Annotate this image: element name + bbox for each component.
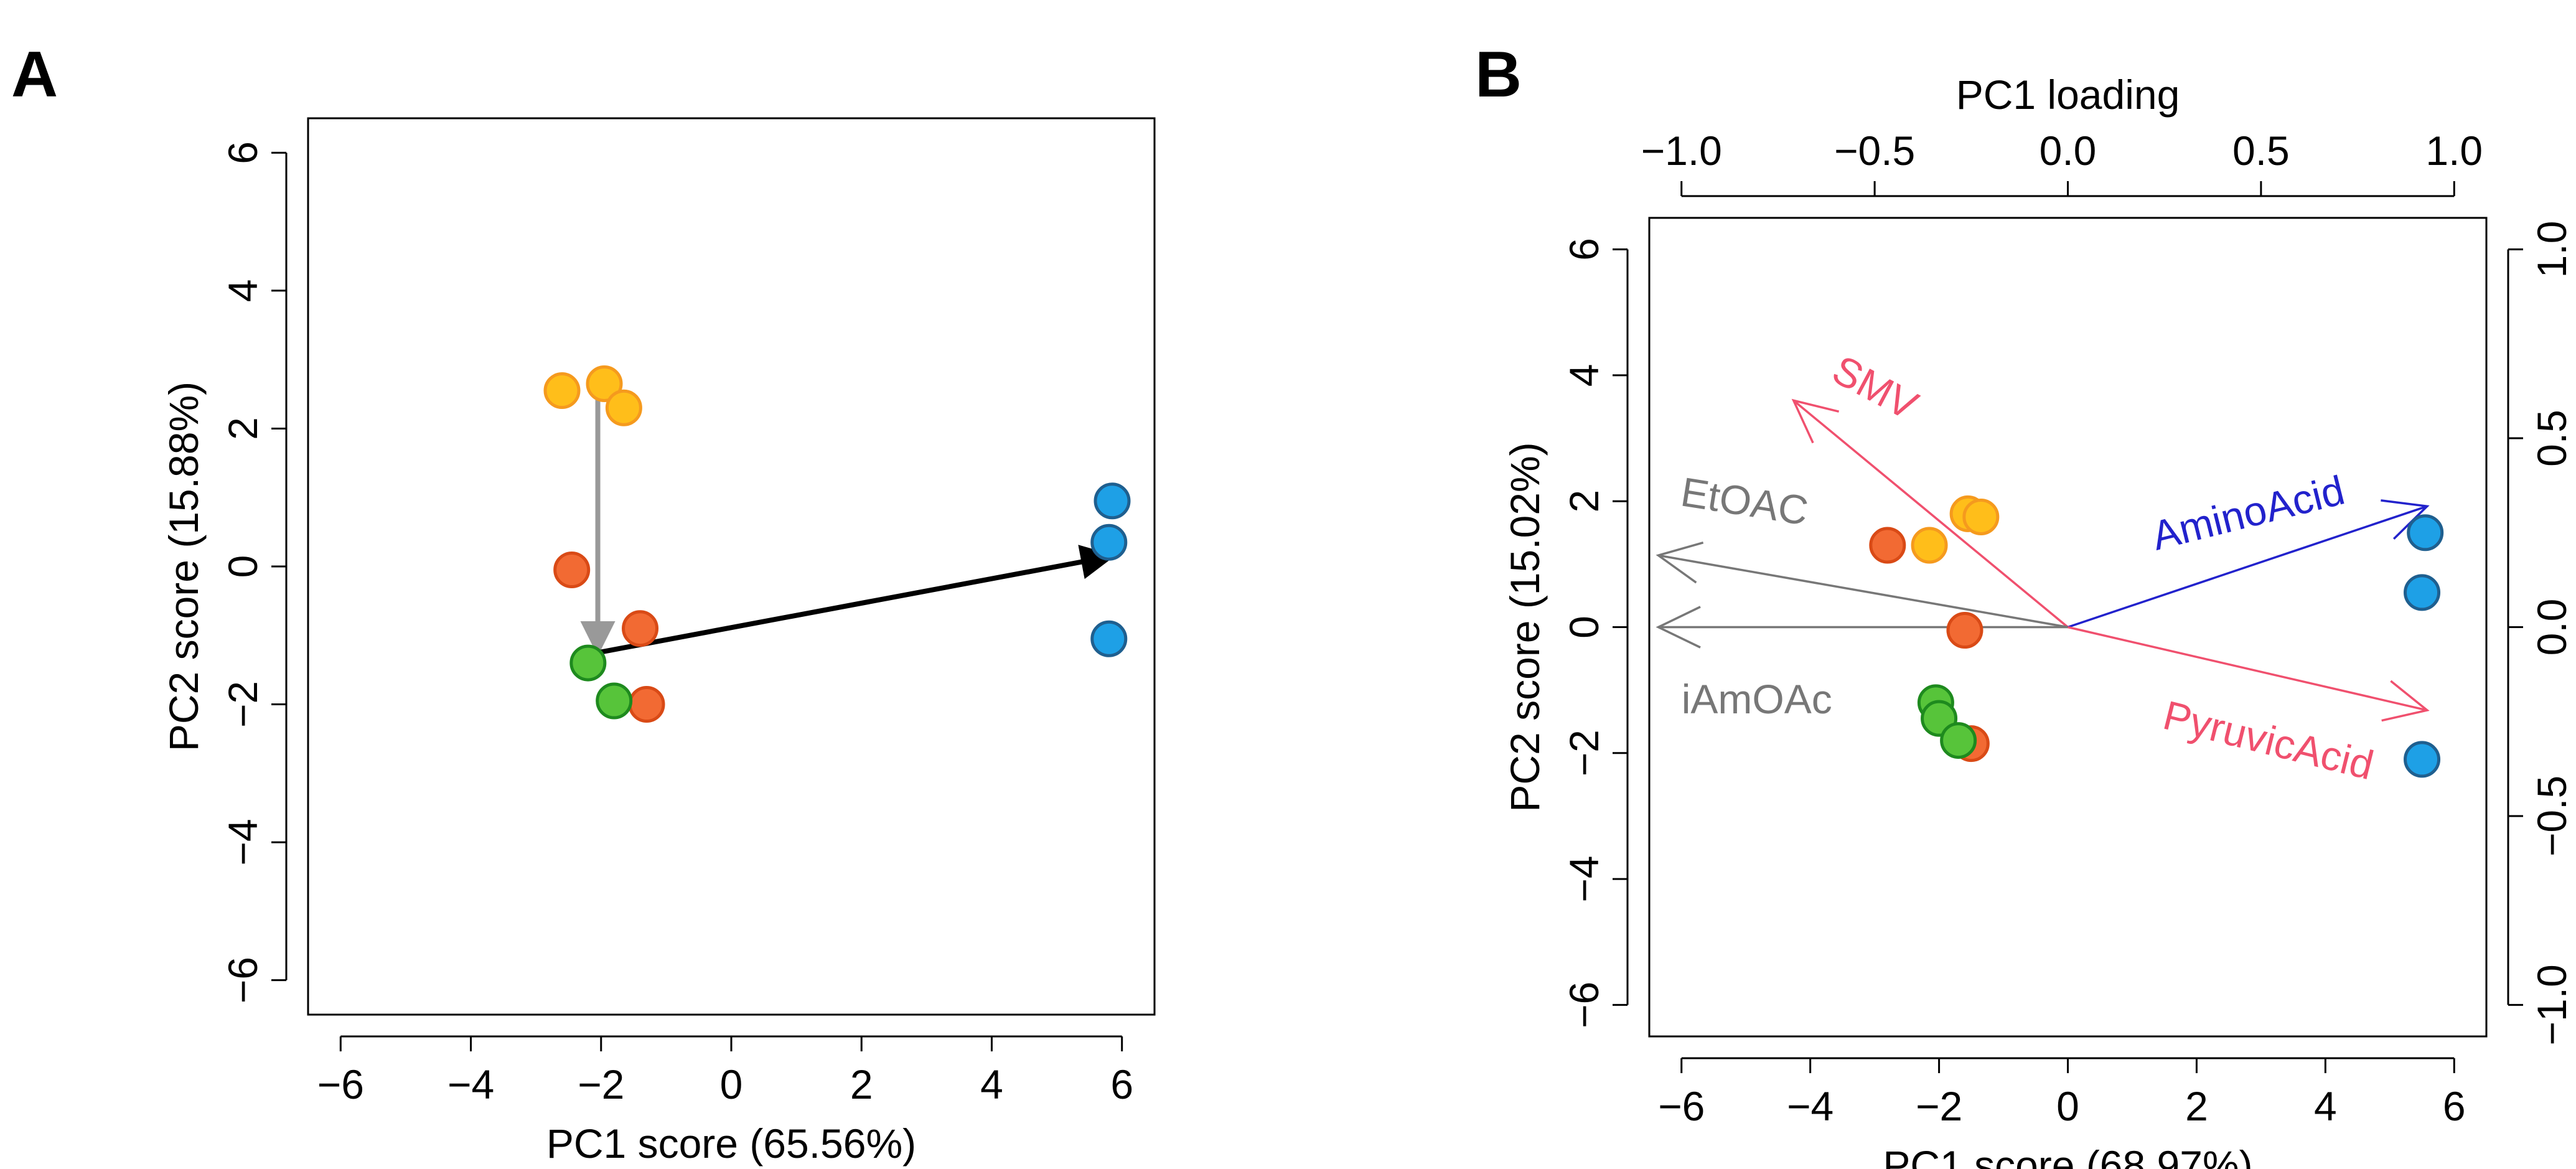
- panel-b-loading-label-pyruvicacid: PyruvicAcid: [2159, 692, 2378, 788]
- panel-b-y-tick-label: 0: [1561, 616, 1607, 639]
- panel-a-point-red: [628, 686, 665, 723]
- panel-b-point-orange: [1911, 527, 1948, 564]
- panel-a-x-axis-title: PC1 score (65.56%): [546, 1120, 916, 1167]
- panel-b-x-tick-label: −4: [1787, 1083, 1834, 1129]
- panel-b-loading-label-smv: SMV: [1825, 346, 1926, 428]
- panel-a-x-tick-label: 2: [850, 1061, 873, 1107]
- panel-a-x-tick-label: −6: [317, 1061, 364, 1107]
- panel-b-loading-label-etoac: EtOAC: [1678, 468, 1811, 533]
- panel-label-a: A: [11, 39, 58, 111]
- panel-a-point-blue: [1090, 523, 1128, 561]
- panel-b-loading-arrowhead-iamoac: [1656, 606, 1701, 649]
- panel-a-black-arrow: [597, 545, 1116, 655]
- panel-b-loading-arrowhead-aminoacid: [2381, 499, 2430, 540]
- panel-a-x-tick-label: 6: [1110, 1061, 1133, 1107]
- panel-a-y-tick-label: 6: [220, 141, 266, 164]
- panel-b-y-axis-title: PC2 score (15.02%): [1502, 442, 1548, 812]
- panel-b-loading-label-iamoac: iAmOAc: [1682, 676, 1832, 722]
- panel-label-b: B: [1475, 39, 1522, 111]
- panel-a-point-green: [596, 682, 633, 720]
- panel-b-x-tick-label: 0: [2056, 1083, 2079, 1129]
- panel-a-y-axis-title: PC2 score (15.88%): [161, 382, 207, 751]
- panel-b-point-blue: [2404, 741, 2441, 778]
- panel-b-point-red: [1946, 612, 1984, 649]
- panel-b-loading-arrow-smv: [1792, 399, 2069, 628]
- panel-a-y-tick-label: −4: [220, 819, 266, 865]
- panel-b-loading-label-aminoacid: AminoAcid: [2147, 467, 2349, 559]
- panel-b-x-tick-label: 2: [2185, 1083, 2208, 1129]
- panel-b-x-tick-label: 6: [2443, 1083, 2466, 1129]
- panel-b-top-tick-label: −1.0: [1641, 128, 1722, 174]
- panel-b-loading-arrowhead-etoac: [1656, 542, 1704, 584]
- panel-a-point-orange: [605, 389, 642, 426]
- panel-b-plot-frame: [1648, 217, 2488, 1038]
- panel-b-point-green: [1940, 722, 1977, 759]
- panel-a-point-green: [569, 644, 607, 682]
- panel-b-y-tick-label: −2: [1561, 730, 1607, 776]
- panel-b-loading-arrowhead-pyruvicacid: [2381, 680, 2430, 722]
- panel-b-loading-arrow-etoac: [1658, 554, 2068, 629]
- panel-b-chart: −6 −4 −2 0 2 4 6 PC1 score (68.97%) −6 −4 −2 0 2 4 6 PC…: [1502, 72, 2575, 1169]
- panel-b-x-tick-label: 4: [2314, 1083, 2337, 1129]
- panel-b-loading-arrowhead-smv: [1791, 398, 1840, 444]
- panel-b-right-tick-label: −0.5: [2529, 776, 2575, 857]
- panel-b-loading-arrow-aminoacid: [2067, 505, 2428, 629]
- panel-a-point-orange: [586, 365, 623, 402]
- panel-a-point-red: [553, 552, 591, 589]
- panel-a-y-tick-label: −6: [220, 957, 266, 1003]
- panel-a-y-tick-label: 4: [220, 279, 266, 303]
- panel-b-top-axis-title: PC1 loading: [1956, 72, 2180, 118]
- panel-a-x-tick-label: −4: [447, 1061, 494, 1107]
- panel-b-top-tick-label: 1.0: [2425, 128, 2483, 174]
- panel-b-x-tick-label: −2: [1916, 1083, 1962, 1129]
- panel-b-point-orange: [1962, 498, 2000, 535]
- panel-b-y-tick-label: −4: [1561, 855, 1607, 902]
- panel-b-loading-arrow-pyruvicacid: [2068, 626, 2428, 711]
- panel-a-chart: −6 −4 −2 0 2 4 6 PC1 score (65.56%) −6 −4 −2 0 2 4 6 PC…: [161, 117, 1156, 1167]
- panel-b-top-tick-label: 0.5: [2232, 128, 2290, 174]
- panel-a-y-tick-label: 2: [220, 417, 266, 440]
- panel-b-point-blue: [2404, 574, 2441, 611]
- panel-b-right-tick-label: −1.0: [2529, 964, 2575, 1045]
- panel-a-x-tick-label: 4: [980, 1061, 1003, 1107]
- panel-a-x-tick-label: −2: [578, 1061, 624, 1107]
- panel-a-y-tick-label: 0: [220, 555, 266, 578]
- panel-b-y-tick-label: 6: [1561, 238, 1607, 261]
- panel-b-point-blue: [2407, 514, 2444, 552]
- panel-a-point-orange: [543, 372, 581, 410]
- panel-a-point-red: [622, 610, 659, 647]
- panel-b-x-axis-title: PC1 score (68.97%): [1883, 1142, 2252, 1169]
- panel-a-plot-frame: [307, 117, 1156, 1016]
- panel-b-y-tick-label: 2: [1561, 490, 1607, 513]
- panel-a-point-blue: [1094, 482, 1131, 520]
- panel-a-point-blue: [1090, 620, 1128, 657]
- panel-b-right-tick-label: 0.0: [2529, 599, 2575, 656]
- panel-a-x-tick-label: 0: [720, 1061, 743, 1107]
- panel-a-y-tick-label: −2: [220, 681, 266, 728]
- panel-b-top-tick-label: −0.5: [1834, 128, 1915, 174]
- panel-b-y-tick-label: −6: [1561, 982, 1607, 1028]
- panel-b-y-tick-label: 4: [1561, 364, 1607, 387]
- panel-b-x-tick-label: −6: [1658, 1083, 1705, 1129]
- panel-b-top-tick-label: 0.0: [2040, 128, 2097, 174]
- panel-b-point-red: [1869, 527, 1906, 564]
- panel-b-right-tick-label: 1.0: [2529, 221, 2575, 278]
- panel-b-right-tick-label: 0.5: [2529, 410, 2575, 467]
